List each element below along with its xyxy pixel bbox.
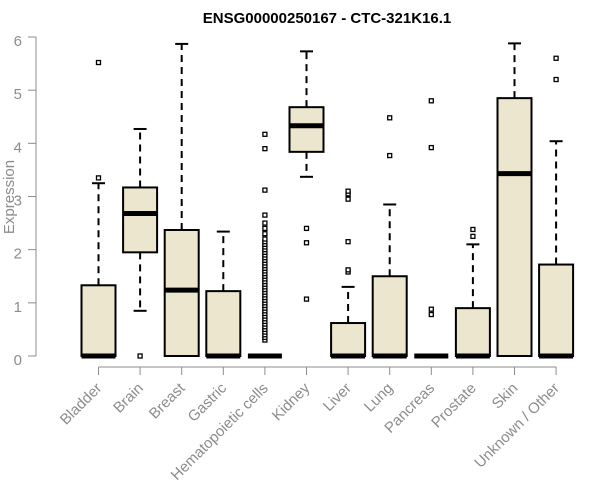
box-iqr	[122, 186, 159, 254]
box-iqr	[454, 307, 491, 357]
box-group	[80, 59, 117, 359]
outlier-point	[387, 152, 393, 159]
outlier-point	[262, 145, 268, 152]
outlier-point	[553, 76, 559, 83]
outlier-point	[137, 353, 143, 359]
y-tick-label: 5	[14, 86, 22, 103]
outlier-point	[95, 175, 102, 181]
box-iqr	[538, 263, 575, 358]
box-iqr	[205, 290, 242, 357]
outlier-point	[303, 296, 310, 302]
box-group	[163, 42, 200, 357]
x-tick-label: Prostate	[428, 380, 480, 432]
box-iqr	[163, 228, 200, 357]
outlier-point	[345, 239, 351, 245]
y-tick-label: 6	[14, 33, 22, 50]
box-group	[330, 188, 367, 359]
x-tick-label: Lung	[361, 380, 397, 416]
outlier-point	[262, 225, 268, 232]
x-tick-label: Kidney	[269, 379, 314, 424]
box-series	[80, 42, 575, 359]
box-group	[205, 230, 242, 359]
outlier-point	[262, 187, 268, 193]
outlier-point	[262, 231, 268, 237]
outlier-point	[428, 311, 434, 318]
outlier-point	[345, 188, 351, 194]
x-tick-label: Bladder	[57, 380, 106, 429]
box-iqr	[330, 322, 367, 357]
x-tick-label: Liver	[320, 380, 355, 415]
outlier-point	[262, 220, 268, 226]
y-tick-label: 4	[14, 139, 22, 156]
outlier-point	[428, 144, 434, 151]
box-group	[288, 50, 325, 302]
outlier-point	[345, 267, 351, 273]
y-axis: 0 1 2 3 4 5 6	[14, 33, 37, 369]
box-group	[247, 131, 282, 359]
box-group	[496, 42, 533, 358]
box-group	[538, 55, 575, 359]
outlier-point	[428, 306, 434, 312]
y-tick-label: 2	[14, 246, 22, 263]
outlier-point	[95, 59, 102, 66]
outlier-point	[387, 115, 393, 121]
x-tick-label: Brain	[110, 380, 147, 417]
box-iqr	[496, 97, 533, 358]
box-iqr	[371, 275, 408, 357]
y-tick-label: 3	[14, 193, 22, 210]
outlier-point	[428, 98, 434, 104]
box-group	[122, 127, 159, 359]
box-group	[414, 98, 449, 359]
box-iqr	[80, 284, 117, 357]
outlier-point	[262, 212, 268, 218]
outlier-point	[553, 55, 559, 61]
box-group	[454, 226, 491, 359]
x-tick-label: Skin	[489, 380, 522, 413]
outlier-point	[303, 225, 310, 232]
outlier-point	[303, 240, 310, 246]
outlier-point	[262, 236, 268, 242]
y-tick-label: 0	[14, 352, 22, 369]
x-tick-label: Breast	[146, 379, 189, 422]
y-axis-label: Expression	[1, 160, 18, 234]
outlier-point	[470, 226, 476, 233]
outlier-point	[345, 196, 351, 202]
chart-title: ENSG00000250167 - CTC-321K16.1	[203, 10, 451, 27]
outlier-point	[470, 233, 476, 240]
y-tick-label: 1	[14, 299, 22, 316]
box-iqr	[288, 106, 325, 153]
box-group	[371, 115, 408, 359]
outlier-point	[262, 131, 268, 137]
